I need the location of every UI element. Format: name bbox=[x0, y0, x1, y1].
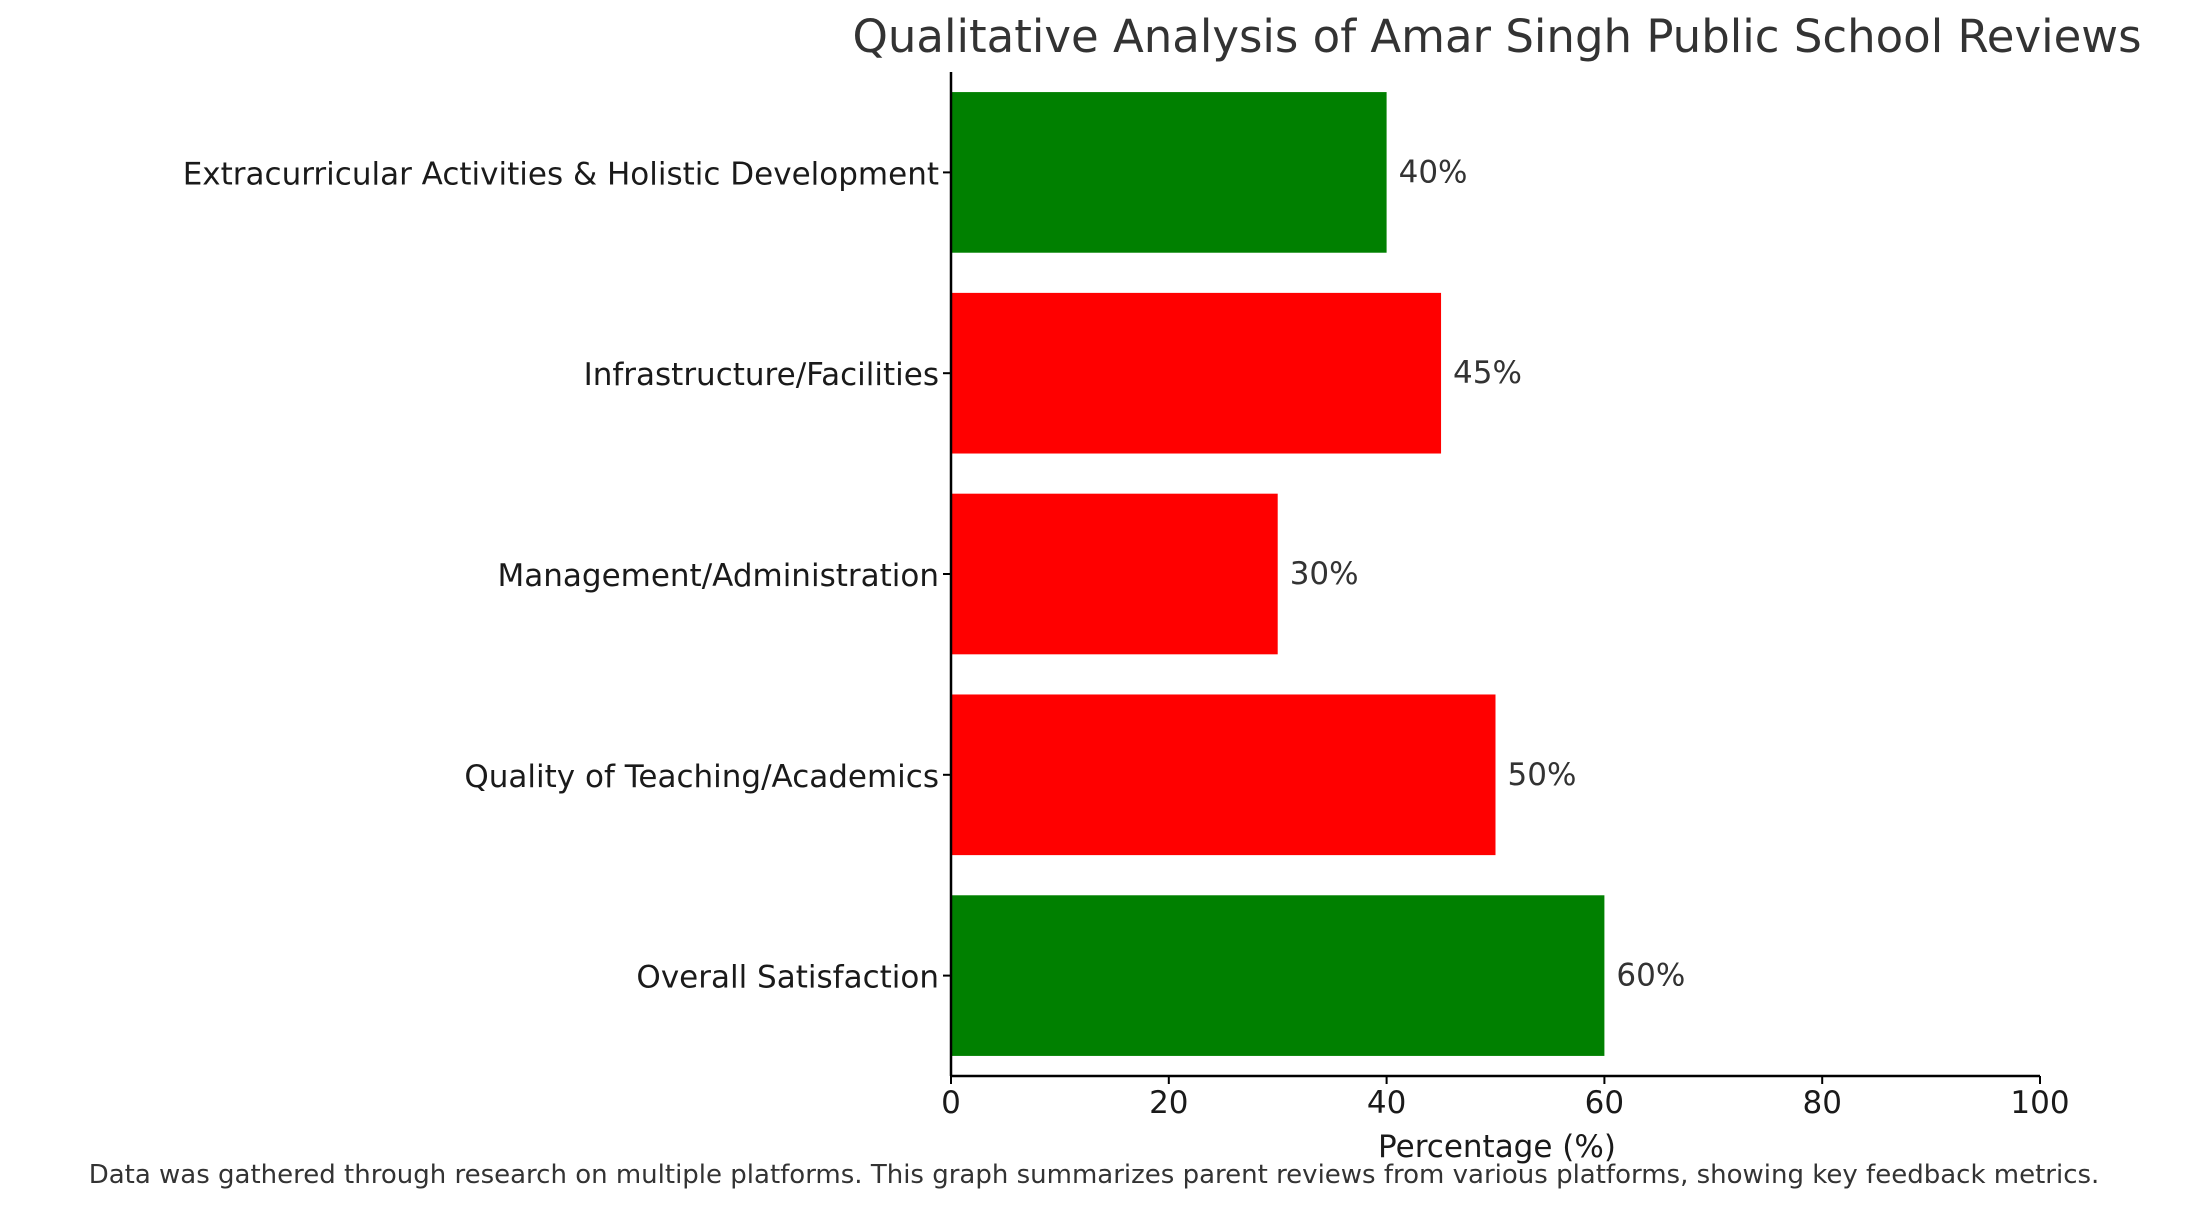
category-label-3: Infrastructure/Facilities bbox=[584, 357, 939, 393]
bar-2 bbox=[951, 493, 1278, 655]
category-label-0: Overall Satisfaction bbox=[636, 960, 939, 996]
data-label-3: 45% bbox=[1453, 355, 1522, 391]
bar-1 bbox=[951, 694, 1496, 856]
x-tick-label-2: 40 bbox=[1367, 1085, 1406, 1121]
x-tick-label-3: 60 bbox=[1585, 1085, 1624, 1121]
bar-0 bbox=[951, 895, 1605, 1056]
data-label-0: 60% bbox=[1616, 958, 1685, 994]
x-tick-label-4: 80 bbox=[1802, 1085, 1841, 1121]
data-label-4: 40% bbox=[1399, 154, 1468, 190]
category-label-1: Quality of Teaching/Academics bbox=[464, 759, 939, 795]
bar-3 bbox=[951, 292, 1442, 454]
x-axis-label: Percentage (%) bbox=[1378, 1129, 1616, 1165]
chart-title: Qualitative Analysis of Amar Singh Publi… bbox=[852, 10, 2141, 63]
x-tick-label-0: 0 bbox=[941, 1085, 961, 1121]
axes-layer bbox=[943, 72, 2041, 1084]
category-label-4: Extracurricular Activities & Holistic De… bbox=[183, 156, 939, 192]
category-label-2: Management/Administration bbox=[498, 558, 940, 594]
data-label-1: 50% bbox=[1508, 757, 1577, 793]
bars-layer bbox=[951, 92, 1605, 1056]
footnote: Data was gathered through research on mu… bbox=[89, 1160, 2100, 1190]
labels-layer: 60% Overall Satisfaction 50% Quality of Tea… bbox=[183, 154, 2070, 1121]
x-tick-label-5: 100 bbox=[2010, 1085, 2069, 1121]
bar-4 bbox=[951, 92, 1387, 253]
data-label-2: 30% bbox=[1290, 556, 1359, 592]
x-tick-label-1: 20 bbox=[1149, 1085, 1188, 1121]
